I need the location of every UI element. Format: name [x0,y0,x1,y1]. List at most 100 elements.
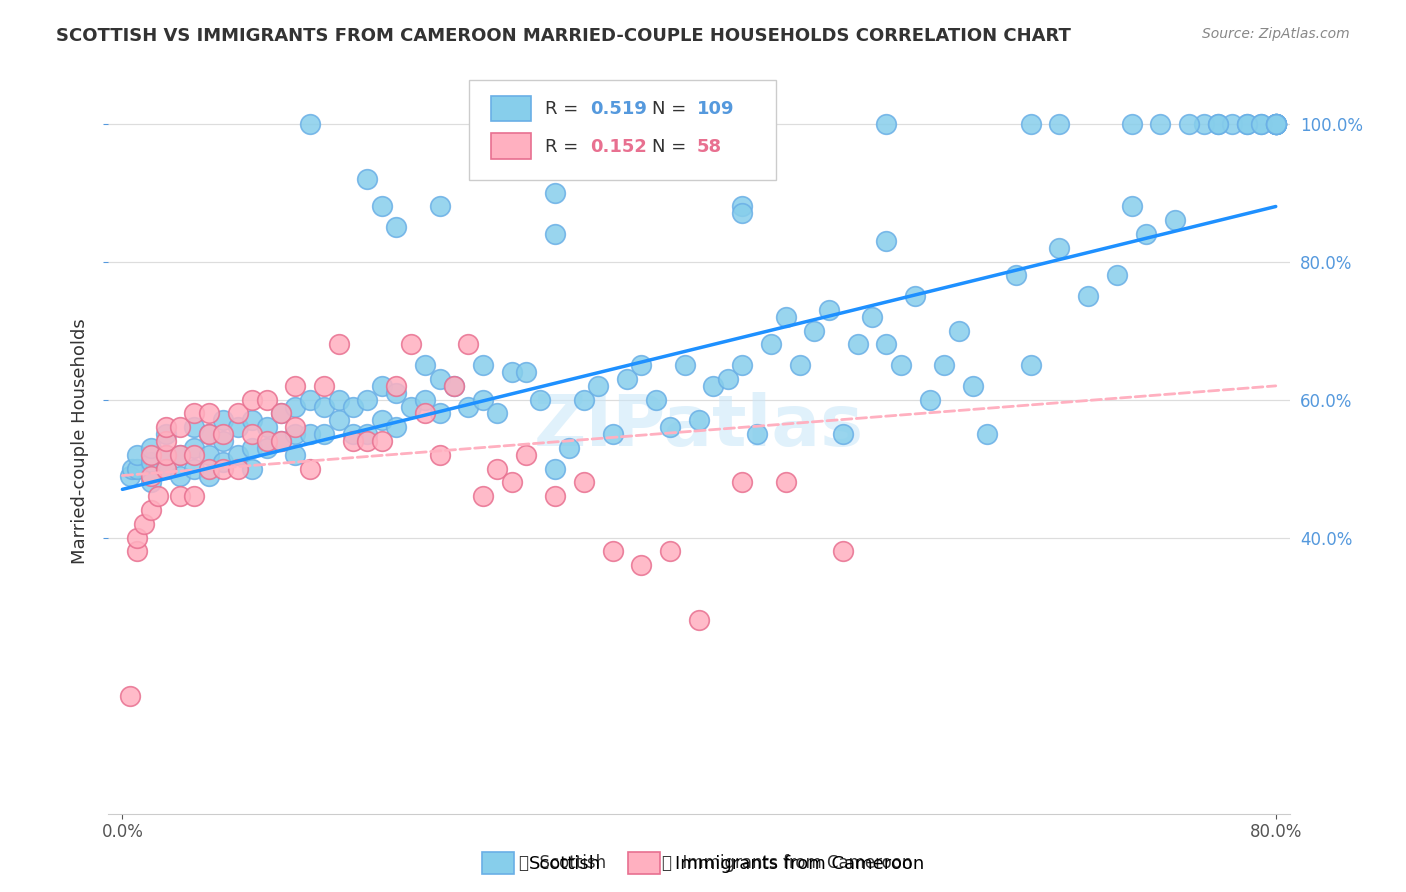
Scottish [356,427,378,442]
Scottish [413,358,436,372]
Scottish [1149,117,1171,131]
Scottish [1264,117,1286,131]
Immigrants from Cameroon [118,690,141,704]
Immigrants from Cameroon [486,461,509,475]
Immigrants from Cameroon [125,531,148,545]
Scottish [486,407,509,421]
Scottish [890,358,912,372]
Scottish [1019,117,1042,131]
Scottish [501,365,523,379]
Scottish [817,303,839,318]
Scottish [544,227,567,241]
Scottish [371,199,394,213]
Scottish [314,400,336,414]
Scottish [586,379,609,393]
Scottish [371,413,394,427]
Scottish [688,413,710,427]
Immigrants from Cameroon [148,489,170,503]
Text: Source: ZipAtlas.com: Source: ZipAtlas.com [1202,27,1350,41]
Scottish [385,220,408,235]
Immigrants from Cameroon [141,448,163,462]
Scottish [644,392,666,407]
Text: SCOTTISH VS IMMIGRANTS FROM CAMEROON MARRIED-COUPLE HOUSEHOLDS CORRELATION CHART: SCOTTISH VS IMMIGRANTS FROM CAMEROON MAR… [56,27,1071,45]
Immigrants from Cameroon [572,475,595,490]
Immigrants from Cameroon [141,503,163,517]
Scottish [673,358,696,372]
Scottish [118,468,141,483]
Immigrants from Cameroon [198,407,221,421]
Scottish [328,392,350,407]
Immigrants from Cameroon [314,379,336,393]
Scottish [948,324,970,338]
FancyBboxPatch shape [468,79,776,180]
Immigrants from Cameroon [198,461,221,475]
Scottish [399,400,422,414]
Scottish [371,379,394,393]
Scottish [356,172,378,186]
Immigrants from Cameroon [169,489,191,503]
Text: ⬜  Immigrants from Cameroon: ⬜ Immigrants from Cameroon [662,855,912,872]
Scottish [529,392,551,407]
Scottish [515,365,537,379]
Immigrants from Cameroon [169,448,191,462]
Scottish [876,117,898,131]
Scottish [1019,358,1042,372]
Immigrants from Cameroon [256,434,278,448]
Scottish [198,448,221,462]
FancyBboxPatch shape [491,96,531,121]
Scottish [169,448,191,462]
Scottish [745,427,768,442]
Scottish [789,358,811,372]
Scottish [1236,117,1258,131]
Scottish [860,310,883,324]
Scottish [385,420,408,434]
Scottish [1077,289,1099,303]
Scottish [904,289,927,303]
Scottish [270,407,292,421]
Immigrants from Cameroon [659,544,682,558]
Text: 109: 109 [697,101,734,119]
Scottish [256,441,278,455]
Immigrants from Cameroon [155,434,177,448]
Scottish [155,448,177,462]
Scottish [1121,117,1143,131]
Scottish [572,392,595,407]
Immigrants from Cameroon [515,448,537,462]
Scottish [1107,268,1129,283]
Scottish [298,117,321,131]
Scottish [429,407,451,421]
Scottish [1005,268,1028,283]
Scottish [141,455,163,469]
Immigrants from Cameroon [240,392,263,407]
Scottish [602,427,624,442]
Immigrants from Cameroon [226,407,249,421]
Immigrants from Cameroon [169,420,191,434]
Immigrants from Cameroon [155,420,177,434]
Scottish [1264,117,1286,131]
Scottish [616,372,638,386]
Immigrants from Cameroon [342,434,364,448]
Immigrants from Cameroon [141,468,163,483]
Immigrants from Cameroon [602,544,624,558]
Scottish [226,448,249,462]
Scottish [1121,199,1143,213]
Scottish [759,337,782,351]
Scottish [284,400,307,414]
Scottish [1250,117,1272,131]
Scottish [443,379,465,393]
Scottish [702,379,724,393]
Scottish [1264,117,1286,131]
Scottish [284,448,307,462]
Immigrants from Cameroon [198,427,221,442]
Immigrants from Cameroon [226,461,249,475]
Scottish [457,400,479,414]
Scottish [342,400,364,414]
Text: ⬜  Scottish: ⬜ Scottish [519,855,606,872]
Scottish [212,434,235,448]
Scottish [314,427,336,442]
Immigrants from Cameroon [256,392,278,407]
Scottish [121,461,143,475]
Immigrants from Cameroon [371,434,394,448]
Scottish [1206,117,1229,131]
Immigrants from Cameroon [832,544,855,558]
